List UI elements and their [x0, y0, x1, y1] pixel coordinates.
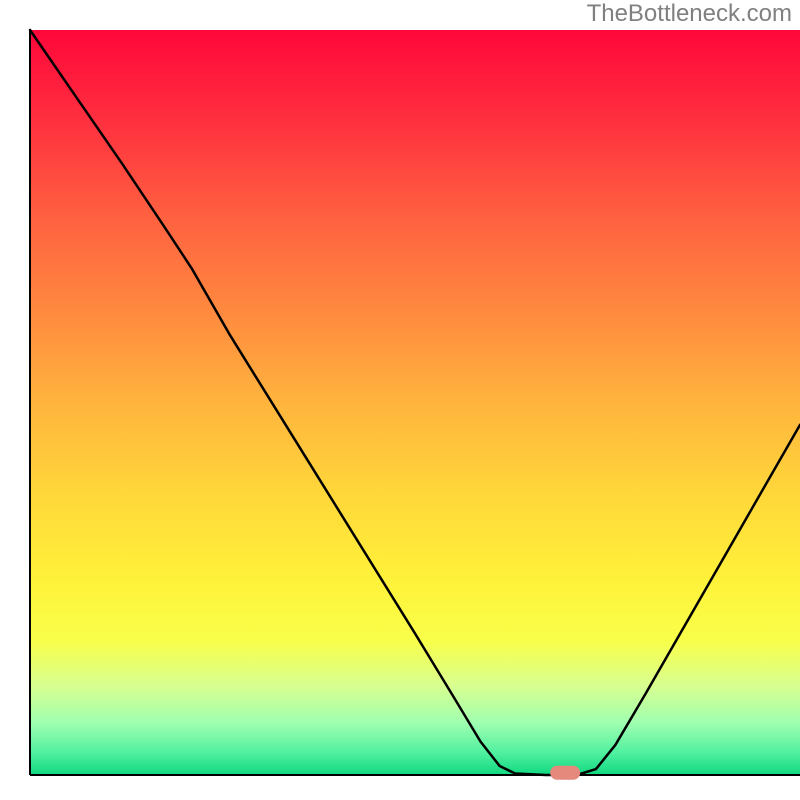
bottleneck-chart: TheBottleneck.com: [0, 0, 800, 800]
watermark-text: TheBottleneck.com: [587, 0, 792, 28]
gradient-background: [0, 0, 800, 800]
